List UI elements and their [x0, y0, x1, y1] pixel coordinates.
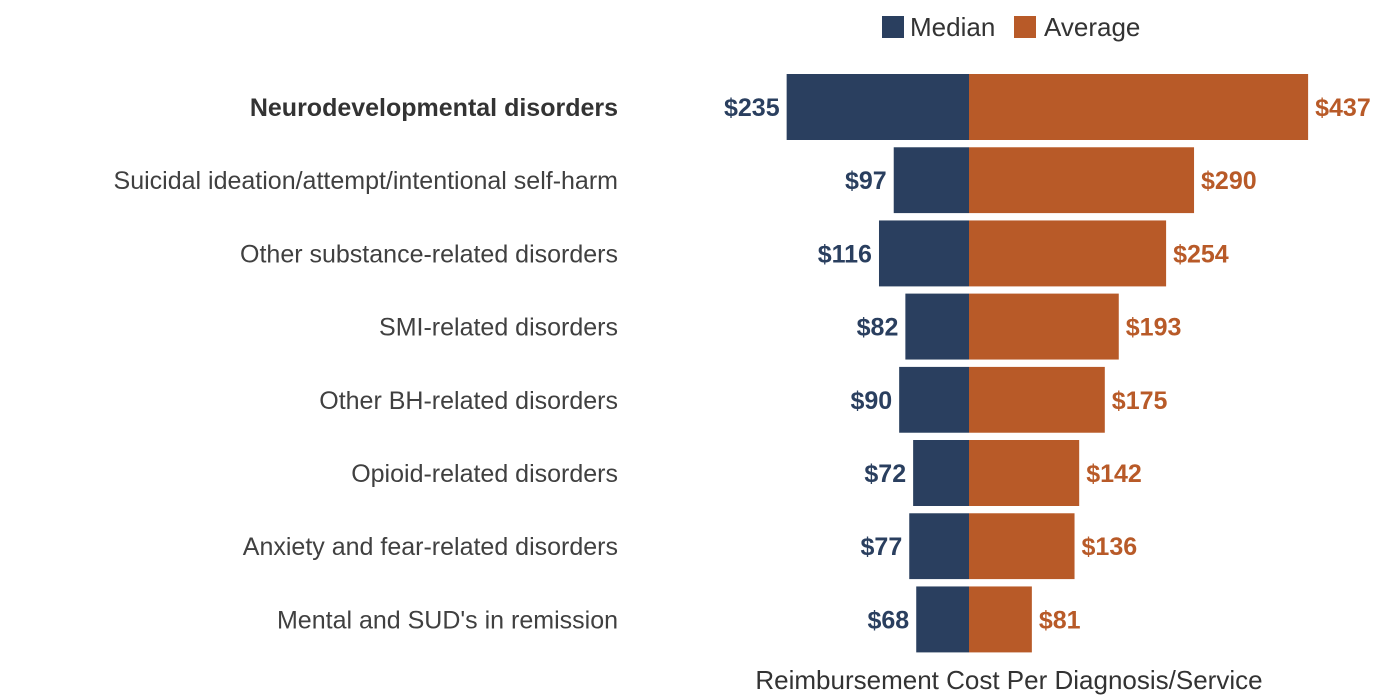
median-value-label: $90: [850, 387, 892, 415]
average-value-label: $290: [1201, 167, 1257, 195]
average-bar: [969, 293, 1119, 360]
median-bar: [893, 147, 969, 214]
category-label: Anxiety and fear-related disorders: [243, 533, 618, 561]
average-value-label: $193: [1126, 314, 1182, 342]
average-value-label: $254: [1173, 240, 1229, 268]
median-bar: [905, 293, 969, 360]
average-value-label: $175: [1112, 387, 1168, 415]
average-value-label: $142: [1086, 460, 1142, 488]
average-bar: [969, 440, 1080, 506]
average-bar: [969, 513, 1075, 580]
x-axis-title: Reimbursement Cost Per Diagnosis/Service: [755, 665, 1262, 695]
median-value-label: $235: [724, 94, 780, 122]
median-value-label: $77: [861, 533, 903, 561]
median-bar: [916, 586, 969, 653]
category-labels: Neurodevelopmental disorders Suicidal ide…: [114, 94, 618, 634]
legend-label-average: Average: [1044, 12, 1140, 42]
category-label: Mental and SUD's in remission: [277, 606, 618, 634]
average-bar: [969, 366, 1105, 433]
median-bar: [899, 366, 969, 433]
median-bar: [786, 74, 969, 140]
legend-label-median: Median: [910, 12, 995, 42]
legend-swatch-median: [882, 16, 904, 38]
median-value-label: $116: [818, 240, 872, 268]
median-bar: [913, 440, 969, 506]
median-value-label: $72: [864, 460, 906, 488]
legend: Median Average: [882, 12, 1140, 42]
average-value-label: $81: [1039, 606, 1081, 634]
category-label: Other BH-related disorders: [319, 387, 618, 415]
category-label: Suicidal ideation/attempt/intentional se…: [114, 167, 618, 195]
median-value-label: $97: [845, 167, 887, 195]
category-label: SMI-related disorders: [379, 314, 618, 342]
average-value-label: $136: [1082, 533, 1138, 561]
median-bar: [909, 513, 969, 580]
category-label: Neurodevelopmental disorders: [250, 94, 618, 122]
average-value-label: $437: [1315, 94, 1371, 122]
average-bar: [969, 74, 1309, 140]
category-label: Other substance-related disorders: [240, 240, 618, 268]
average-bar: [969, 147, 1195, 214]
legend-swatch-average: [1014, 16, 1036, 38]
bars: $235 $437 $97 $290 $116 $254 $82 $193 $90 $175 $72…: [700, 74, 1400, 653]
average-bar: [969, 586, 1032, 653]
category-label: Opioid-related disorders: [351, 460, 618, 488]
median-bar: [878, 220, 969, 287]
median-value-label: $82: [857, 314, 899, 342]
median-value-label: $68: [868, 606, 910, 634]
average-bar: [969, 220, 1167, 287]
